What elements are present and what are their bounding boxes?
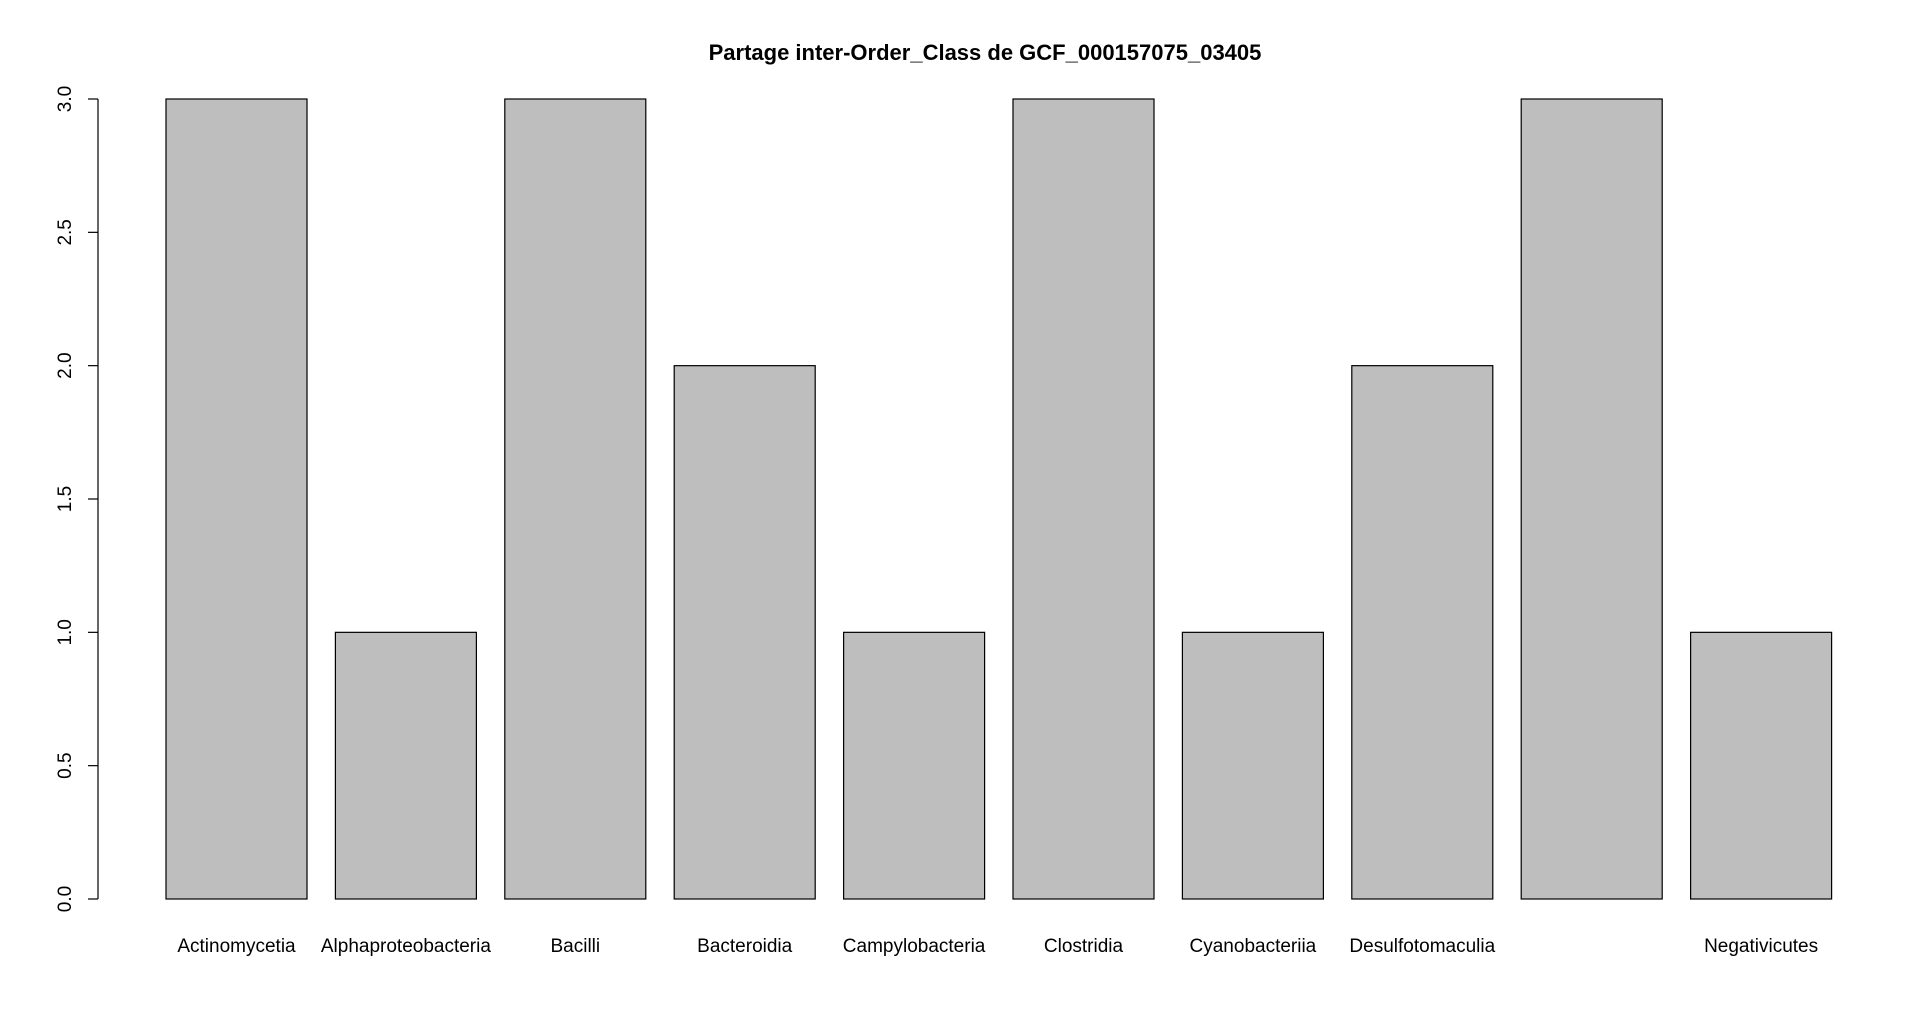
bar [334, 631, 477, 900]
bars [165, 98, 1833, 900]
x-category-label: Alphaproteobacteria [321, 936, 491, 957]
x-category-label: Actinomycetia [177, 936, 296, 957]
x-category-label: Cyanobacteriia [1190, 936, 1317, 957]
bar [1181, 631, 1325, 900]
bar [165, 98, 308, 900]
y-tick-label: 0.0 [55, 886, 76, 912]
x-category-label: Negativicutes [1704, 936, 1818, 957]
chart-title: Partage inter-Order_Class de GCF_0001570… [709, 40, 1262, 65]
bar [504, 98, 647, 900]
x-category-label: Desulfotomaculia [1349, 936, 1495, 957]
bar [1012, 98, 1155, 900]
x-category-label: Clostridia [1044, 936, 1124, 957]
y-tick-label: 1.5 [55, 486, 76, 512]
x-category-label: Bacilli [550, 936, 600, 957]
y-tick-label: 0.5 [55, 752, 76, 778]
bar [842, 631, 986, 900]
x-category-label: Campylobacteria [843, 936, 986, 957]
bar [1520, 98, 1663, 900]
x-axis-labels: Actinomycetia Alphaproteobacteria Bacilli B… [177, 936, 1818, 957]
y-axis: 0.0 0.5 1.0 1.5 2.0 2.5 3.0 [55, 86, 99, 912]
y-tick-label: 2.0 [55, 352, 76, 378]
x-category-label: Bacteroidia [697, 936, 792, 957]
y-tick-label: 1.0 [55, 619, 76, 645]
bar [1351, 365, 1494, 900]
y-tick-label: 3.0 [55, 86, 76, 112]
y-tick-label: 2.5 [55, 219, 76, 245]
bar [673, 365, 816, 900]
bar [1689, 631, 1833, 900]
